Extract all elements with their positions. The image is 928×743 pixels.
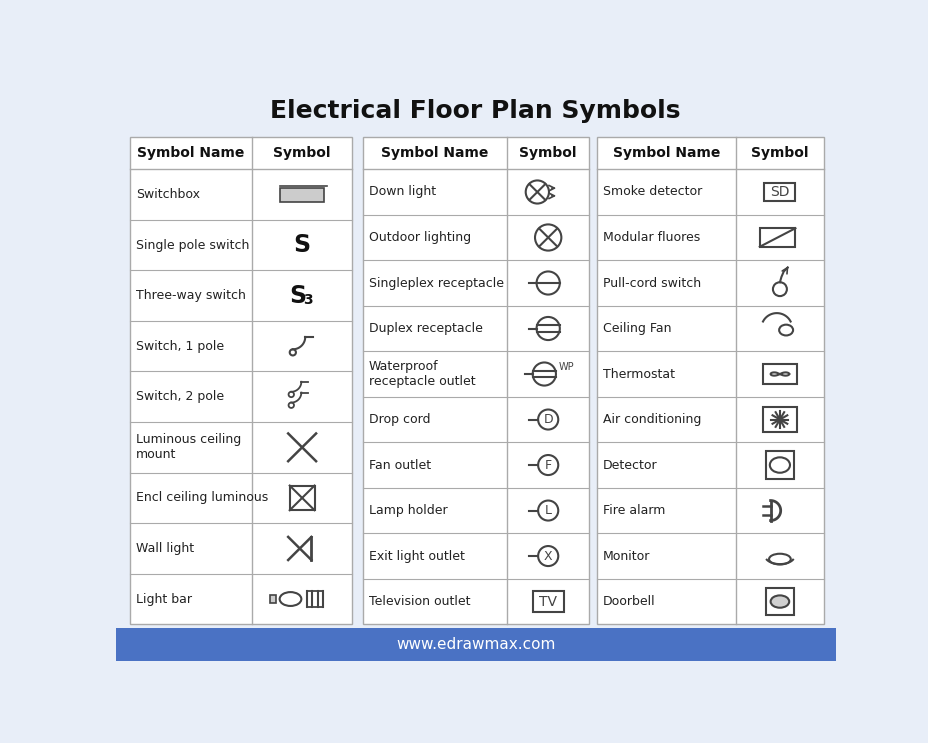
Text: Switch, 1 pole: Switch, 1 pole [136, 340, 225, 353]
Text: Drop cord: Drop cord [368, 413, 430, 426]
Text: Air conditioning: Air conditioning [602, 413, 701, 426]
Text: Thermostat: Thermostat [602, 368, 674, 380]
Bar [362, 137, 588, 624]
Text: 3: 3 [303, 293, 312, 308]
Bar [766, 588, 793, 615]
Text: Fan outlet: Fan outlet [368, 458, 431, 472]
Text: www.edrawmax.com: www.edrawmax.com [395, 637, 555, 652]
Bar [762, 364, 796, 384]
Ellipse shape [779, 325, 793, 335]
Text: Switch, 2 pole: Switch, 2 pole [136, 390, 225, 403]
Text: L: L [544, 504, 551, 517]
Text: WP: WP [559, 362, 574, 372]
Text: Luminous ceiling
mount: Luminous ceiling mount [136, 433, 241, 461]
Bar [130, 137, 352, 624]
Text: Symbol: Symbol [273, 146, 330, 160]
Text: TV: TV [538, 594, 557, 609]
Ellipse shape [768, 554, 790, 565]
Text: S: S [290, 284, 306, 308]
Text: Ceiling Fan: Ceiling Fan [602, 322, 671, 335]
Text: Modular fluores: Modular fluores [602, 231, 700, 244]
Text: Outdoor lighting: Outdoor lighting [368, 231, 470, 244]
Bar [766, 451, 793, 479]
Text: F: F [544, 458, 551, 472]
Ellipse shape [769, 458, 789, 473]
Text: Exit light outlet: Exit light outlet [368, 550, 464, 562]
Text: Pull-cord switch: Pull-cord switch [602, 276, 701, 290]
Bar [596, 137, 823, 624]
Text: Doorbell: Doorbell [602, 595, 655, 608]
Text: Duplex receptacle: Duplex receptacle [368, 322, 483, 335]
Text: Symbol Name: Symbol Name [612, 146, 719, 160]
Text: Detector: Detector [602, 458, 657, 472]
Bar [532, 591, 563, 612]
Text: SD: SD [769, 185, 789, 199]
Text: Three-way switch: Three-way switch [136, 289, 246, 302]
Text: Light bar: Light bar [136, 592, 192, 606]
Text: Television outlet: Television outlet [368, 595, 470, 608]
Text: Single pole switch: Single pole switch [136, 239, 250, 252]
Text: Waterproof
receptacle outlet: Waterproof receptacle outlet [368, 360, 475, 388]
Ellipse shape [770, 595, 789, 608]
Text: Smoke detector: Smoke detector [602, 186, 702, 198]
Text: Encl ceiling luminous: Encl ceiling luminous [136, 491, 268, 504]
Text: Switchbox: Switchbox [136, 188, 200, 201]
Text: X: X [543, 550, 552, 562]
Text: Symbol Name: Symbol Name [380, 146, 488, 160]
Text: Monitor: Monitor [602, 550, 650, 562]
Bar [116, 628, 835, 661]
Bar [269, 595, 276, 603]
Text: Symbol: Symbol [519, 146, 576, 160]
Text: Symbol Name: Symbol Name [137, 146, 244, 160]
Text: Fire alarm: Fire alarm [602, 504, 664, 517]
Bar [290, 486, 315, 510]
Ellipse shape [279, 592, 301, 606]
Bar [762, 407, 796, 432]
Text: D: D [543, 413, 552, 426]
Text: Singleplex receptacle: Singleplex receptacle [368, 276, 503, 290]
Text: Wall light: Wall light [136, 542, 194, 555]
Bar [759, 228, 794, 247]
Text: S: S [293, 233, 310, 257]
Text: Electrical Floor Plan Symbols: Electrical Floor Plan Symbols [270, 99, 680, 123]
Text: Symbol: Symbol [751, 146, 807, 160]
Bar [280, 189, 324, 202]
Bar [764, 183, 794, 201]
Text: Down light: Down light [368, 186, 435, 198]
Text: Lamp holder: Lamp holder [368, 504, 447, 517]
